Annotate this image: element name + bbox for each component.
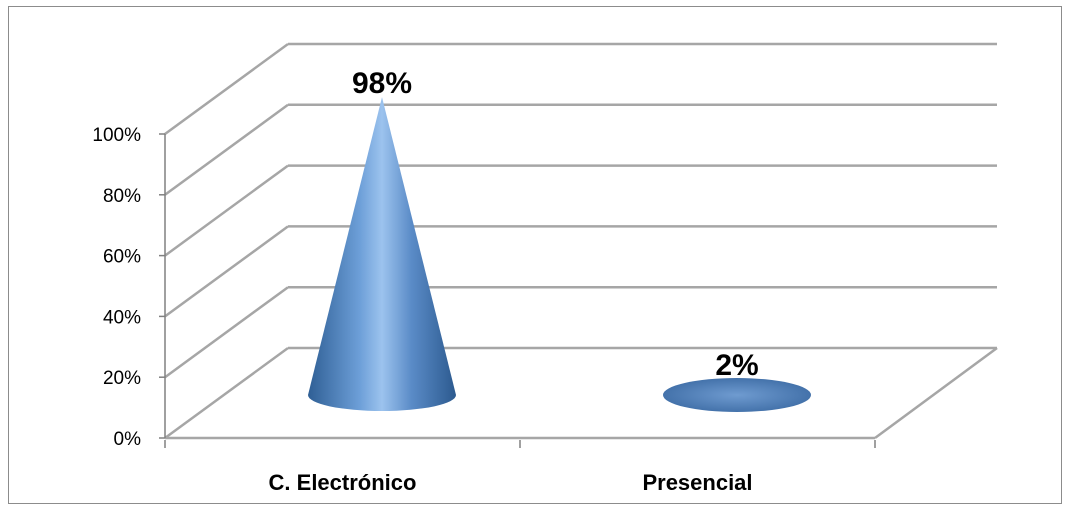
cone-1 xyxy=(308,97,456,411)
data-label: 98% xyxy=(352,67,412,100)
floor-right-edge xyxy=(874,346,998,440)
gridline-side xyxy=(164,103,289,196)
y-tick-label: 60% xyxy=(103,247,141,268)
category-label: Presencial xyxy=(642,470,752,495)
gridline-side xyxy=(164,42,289,136)
y-tick-label: 0% xyxy=(114,429,142,450)
gridline-side xyxy=(164,286,289,379)
chart-border xyxy=(8,6,1062,504)
y-tick-label: 40% xyxy=(103,307,141,328)
cone-2 xyxy=(663,378,811,412)
cone-body xyxy=(308,97,456,411)
cone-base xyxy=(663,378,811,412)
y-tick-label: 80% xyxy=(103,186,141,207)
gridline-side xyxy=(164,164,289,257)
y-tick-label: 20% xyxy=(103,368,141,389)
gridline-side xyxy=(164,346,289,440)
data-label: 2% xyxy=(715,349,758,382)
y-tick-label: 100% xyxy=(92,125,141,146)
category-label: C. Electrónico xyxy=(269,470,417,495)
gridline-side xyxy=(164,225,289,318)
